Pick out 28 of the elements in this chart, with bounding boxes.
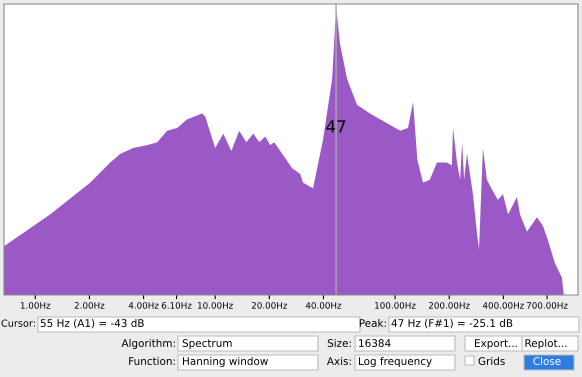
ref-line-label: 47 <box>326 120 346 132</box>
x-tick-label: 200.00Hz <box>428 302 470 309</box>
text: Function: <box>129 356 175 366</box>
x-tick-label: 700.00Hz <box>526 302 568 309</box>
x-tick-label: 10.00Hz <box>198 302 233 309</box>
text: Replot... <box>525 338 566 350</box>
text: Cursor: <box>1 319 35 327</box>
text: 47 Hz (F#1) = -25.1 dB <box>392 318 512 328</box>
text: Hanning window <box>183 356 268 368</box>
x-tick-label: 6.10Hz <box>162 302 192 309</box>
text: Close <box>533 356 561 366</box>
x-tick-label: 400.00Hz <box>482 302 524 309</box>
x-tick-label: 4.00Hz <box>128 302 159 309</box>
text: 55 Hz (A1) = -43 dB <box>40 318 144 328</box>
text: Spectrum <box>182 339 232 350</box>
text: 16384 <box>359 339 391 348</box>
x-tick-label: 20.00Hz <box>252 302 288 309</box>
text: Peak: <box>360 318 386 328</box>
text: Axis: <box>326 356 351 366</box>
x-tick-label: 100.00Hz <box>375 302 416 309</box>
x-tick-label: 1.00Hz <box>20 302 50 309</box>
text: Export... <box>475 339 517 350</box>
text: Algorithm: <box>122 338 175 350</box>
x-tick-label: 2.00Hz <box>74 302 104 309</box>
text: Grids <box>478 356 505 366</box>
text: Log frequency <box>359 356 432 368</box>
x-tick-label: 40.00Hz <box>306 302 342 309</box>
text: Size: <box>328 338 351 348</box>
